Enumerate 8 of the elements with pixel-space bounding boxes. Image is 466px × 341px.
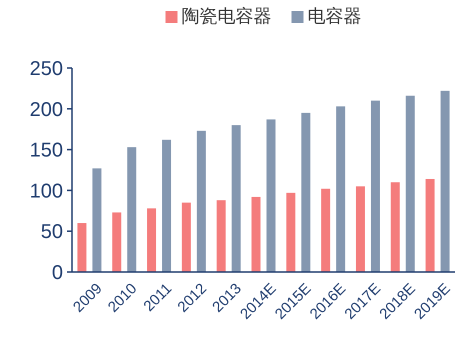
y-tick-label: 100: [30, 180, 63, 202]
legend-label: 陶瓷电容器: [182, 6, 272, 26]
y-tick-label: 50: [40, 221, 63, 244]
legend-label: 电容器: [308, 6, 362, 26]
y-tick-label: 0: [52, 262, 63, 284]
y-tick-label: 250: [30, 58, 63, 80]
y-tick-label: 200: [30, 98, 63, 121]
y-tick-label: 150: [30, 140, 63, 162]
